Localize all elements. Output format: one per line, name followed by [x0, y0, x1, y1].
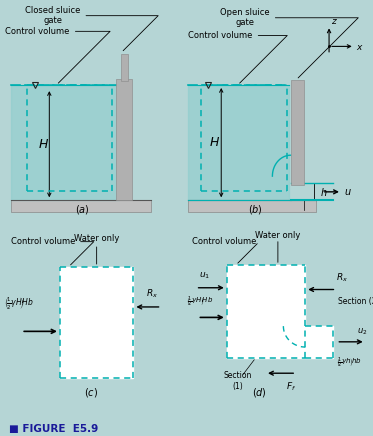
Text: Control volume: Control volume — [188, 31, 287, 83]
Text: $R_x$: $R_x$ — [336, 272, 348, 284]
Bar — [188, 85, 289, 200]
Text: Water only: Water only — [255, 231, 301, 240]
Bar — [291, 80, 304, 184]
Text: $(d)$: $(d)$ — [252, 386, 267, 399]
Text: $h$: $h$ — [320, 186, 327, 198]
Text: Control volume: Control volume — [11, 237, 94, 265]
Text: $u_2$: $u_2$ — [357, 326, 367, 337]
Text: $u_1$: $u_1$ — [199, 270, 210, 281]
Text: $u$: $u$ — [344, 187, 351, 198]
Bar — [116, 79, 132, 200]
Bar — [227, 265, 305, 358]
Bar — [60, 267, 134, 378]
Bar — [11, 85, 119, 200]
Text: $H$: $H$ — [38, 138, 49, 151]
Text: $(c)$: $(c)$ — [84, 386, 98, 399]
Text: $\left(\!\frac{1}{2}\gamma H\!\right)\!Hb$: $\left(\!\frac{1}{2}\gamma H\!\right)\!H… — [4, 295, 34, 312]
Text: Section (2): Section (2) — [338, 297, 373, 306]
Text: $\left(\!\frac{1}{2}\gamma H\!\right)\!Hb$: $\left(\!\frac{1}{2}\gamma H\!\right)\!H… — [186, 295, 214, 309]
Text: Closed sluice
gate: Closed sluice gate — [25, 6, 158, 51]
Text: $z$: $z$ — [331, 17, 338, 26]
Text: $F_f$: $F_f$ — [286, 380, 296, 393]
Text: ■ FIGURE  E5.9: ■ FIGURE E5.9 — [9, 424, 98, 434]
Text: $\left(\!\frac{1}{2}\gamma h\!\right)\!hb$: $\left(\!\frac{1}{2}\gamma h\!\right)\!h… — [336, 356, 362, 370]
Bar — [11, 200, 151, 212]
Text: Section
(1): Section (1) — [223, 371, 252, 391]
Text: $x$: $x$ — [357, 43, 364, 52]
Text: $(b)$: $(b)$ — [248, 203, 263, 216]
Bar — [188, 200, 316, 212]
Bar — [121, 54, 128, 81]
Text: Open sluice
gate: Open sluice gate — [220, 8, 358, 78]
Text: Control volume: Control volume — [6, 27, 110, 83]
Text: Control volume: Control volume — [192, 237, 257, 263]
Text: $(a)$: $(a)$ — [75, 203, 90, 216]
Bar — [305, 326, 333, 358]
Text: Water only: Water only — [74, 235, 119, 243]
Text: $H$: $H$ — [209, 136, 220, 149]
Text: $R_x$: $R_x$ — [146, 287, 158, 300]
